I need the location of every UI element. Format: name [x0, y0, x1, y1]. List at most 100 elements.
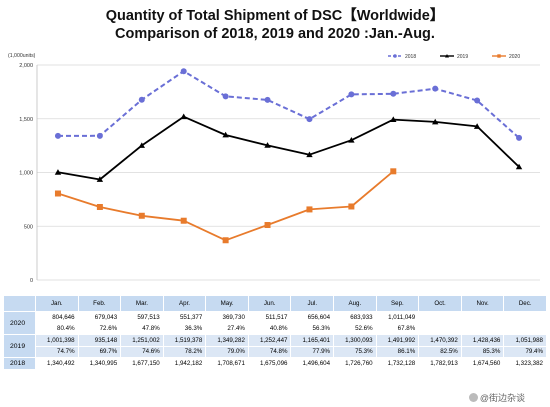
value-cell: 679,043: [77, 311, 122, 324]
percent-cell: 77.9%: [290, 346, 335, 358]
value-cell: [503, 311, 547, 324]
legend-marker: [497, 54, 501, 58]
percent-cell: [460, 323, 505, 335]
table-row-2019-percent: 74.7% 69.7% 74.6% 78.2% 79.0% 74.8% 77.9% 75.3%…: [4, 346, 547, 358]
data-point: [96, 132, 103, 139]
value-cell: 683,933: [333, 311, 377, 324]
value-cell: 1,165,401: [290, 334, 335, 347]
percent-cell: 52.6%: [333, 323, 377, 335]
value-cell: 1,300,093: [333, 334, 377, 347]
table-row-2019: 2019 1,001,398 935,148 1,251,002 1,519,378 1,…: [3, 334, 547, 358]
percent-cell: 78.2%: [162, 346, 207, 358]
legend-marker: [445, 54, 449, 58]
legend-label: 2019: [457, 54, 468, 60]
data-point: [54, 190, 61, 197]
unit-label: (1,000units): [8, 53, 36, 59]
data-point: [348, 137, 355, 143]
table-corner: [3, 295, 36, 312]
value-cell: 1,942,182: [162, 357, 207, 370]
month-header: Nov.: [460, 295, 505, 312]
percent-cell: 47.8%: [120, 323, 164, 335]
legend-marker: [393, 54, 397, 58]
value-cell: 1,349,282: [205, 334, 249, 347]
year-label: 2020: [3, 311, 36, 335]
series-line-2018: [57, 70, 520, 139]
percent-cell: 85.3%: [460, 346, 505, 358]
percent-cell: [503, 323, 547, 335]
percent-cell: 69.7%: [77, 346, 122, 358]
table-row-2018: 2018 1,340,492 1,340,995 1,677,150 1,942,182…: [3, 357, 547, 370]
data-point: [264, 222, 271, 229]
data-point: [432, 118, 439, 125]
data-point: [348, 91, 355, 98]
chart-title: Quantity of Total Shipment of DSC【Worldw…: [0, 7, 550, 43]
month-header: May.: [205, 295, 249, 312]
data-point: [473, 123, 481, 129]
data-point: [390, 168, 397, 175]
value-cell: 1,732,128: [375, 357, 420, 370]
legend-label: 2020: [509, 54, 520, 60]
percent-cell: 74.6%: [120, 346, 164, 358]
data-point: [180, 113, 187, 120]
value-cell: 935,148: [77, 334, 122, 347]
month-header: Jan.: [35, 295, 79, 312]
data-point: [515, 163, 523, 170]
table-row-2020-percent: 80.4% 72.6% 47.8% 36.3% 27.4% 40.8% 56.3% 52.6%…: [4, 323, 547, 335]
data-point: [222, 131, 229, 138]
month-header: Feb.: [77, 295, 122, 312]
data-point: [222, 93, 229, 100]
y-tick-label: 2,000: [19, 63, 33, 69]
data-point: [54, 132, 61, 139]
month-header: Aug.: [333, 295, 377, 312]
data-point: [348, 203, 355, 210]
value-cell: 1,782,913: [418, 357, 462, 370]
series-line-2019: [57, 115, 520, 181]
percent-cell: 27.4%: [205, 323, 249, 335]
year-label: 2018: [3, 357, 36, 370]
y-tick-label: 1,000: [19, 171, 33, 177]
data-point: [138, 212, 145, 219]
percent-cell: 74.8%: [247, 346, 292, 358]
percent-cell: 75.3%: [333, 346, 377, 358]
value-cell: 1,001,398: [35, 334, 79, 347]
y-tick-label: 1,500: [19, 117, 33, 123]
value-cell: 1,340,995: [77, 357, 122, 370]
value-cell: 804,646: [35, 311, 79, 324]
month-header: Mar.: [120, 295, 164, 312]
value-cell: 1,708,671: [205, 357, 249, 370]
month-header: Jul.: [290, 295, 335, 312]
series-line-2020: [57, 170, 394, 242]
value-cell: 1,675,096: [247, 357, 292, 370]
data-point: [390, 116, 397, 123]
data-point: [474, 97, 481, 104]
data-point: [96, 176, 104, 182]
value-cell: [418, 311, 462, 324]
table-row-2020: 2020 804,646 679,043 597,513 551,377 369,730 5…: [3, 311, 547, 335]
value-cell: 1,519,378: [162, 334, 207, 347]
value-cell: 1,340,492: [35, 357, 79, 370]
table-body: 2020 804,646 679,043 597,513 551,377 369,730 5…: [3, 311, 547, 370]
value-cell: 1,674,560: [460, 357, 505, 370]
shipment-table: Jan. Feb. Mar. Apr. May. Jun. Jul. Aug. …: [3, 295, 547, 370]
value-cell: 1,051,988: [503, 334, 547, 347]
chart-title-line2: Comparison of 2018, 2019 and 2020 :Jan.-…: [115, 26, 435, 42]
line-chart: 0 500 1,000 1,500 2,000 (1,000units) 2018 2019 2…: [8, 53, 540, 284]
percent-cell: 82.5%: [418, 346, 462, 358]
value-cell: 597,513: [120, 311, 164, 324]
value-cell: 1,496,604: [290, 357, 335, 370]
data-point: [264, 142, 271, 148]
value-cell: 1,011,049: [375, 311, 420, 324]
data-point: [306, 116, 313, 123]
value-cell: 656,604: [290, 311, 335, 324]
percent-cell: 86.1%: [375, 346, 420, 358]
data-point: [306, 151, 313, 158]
percent-cell: 79.4%: [503, 346, 547, 358]
value-cell: 1,726,760: [333, 357, 377, 370]
value-cell: [460, 311, 505, 324]
data-point: [96, 204, 103, 211]
y-tick-label: 500: [24, 224, 33, 230]
percent-cell: 79.0%: [205, 346, 249, 358]
percent-cell: 72.6%: [77, 323, 122, 335]
watermark-text: @街边杂谈: [479, 393, 525, 403]
percent-cell: 67.8%: [375, 323, 420, 335]
